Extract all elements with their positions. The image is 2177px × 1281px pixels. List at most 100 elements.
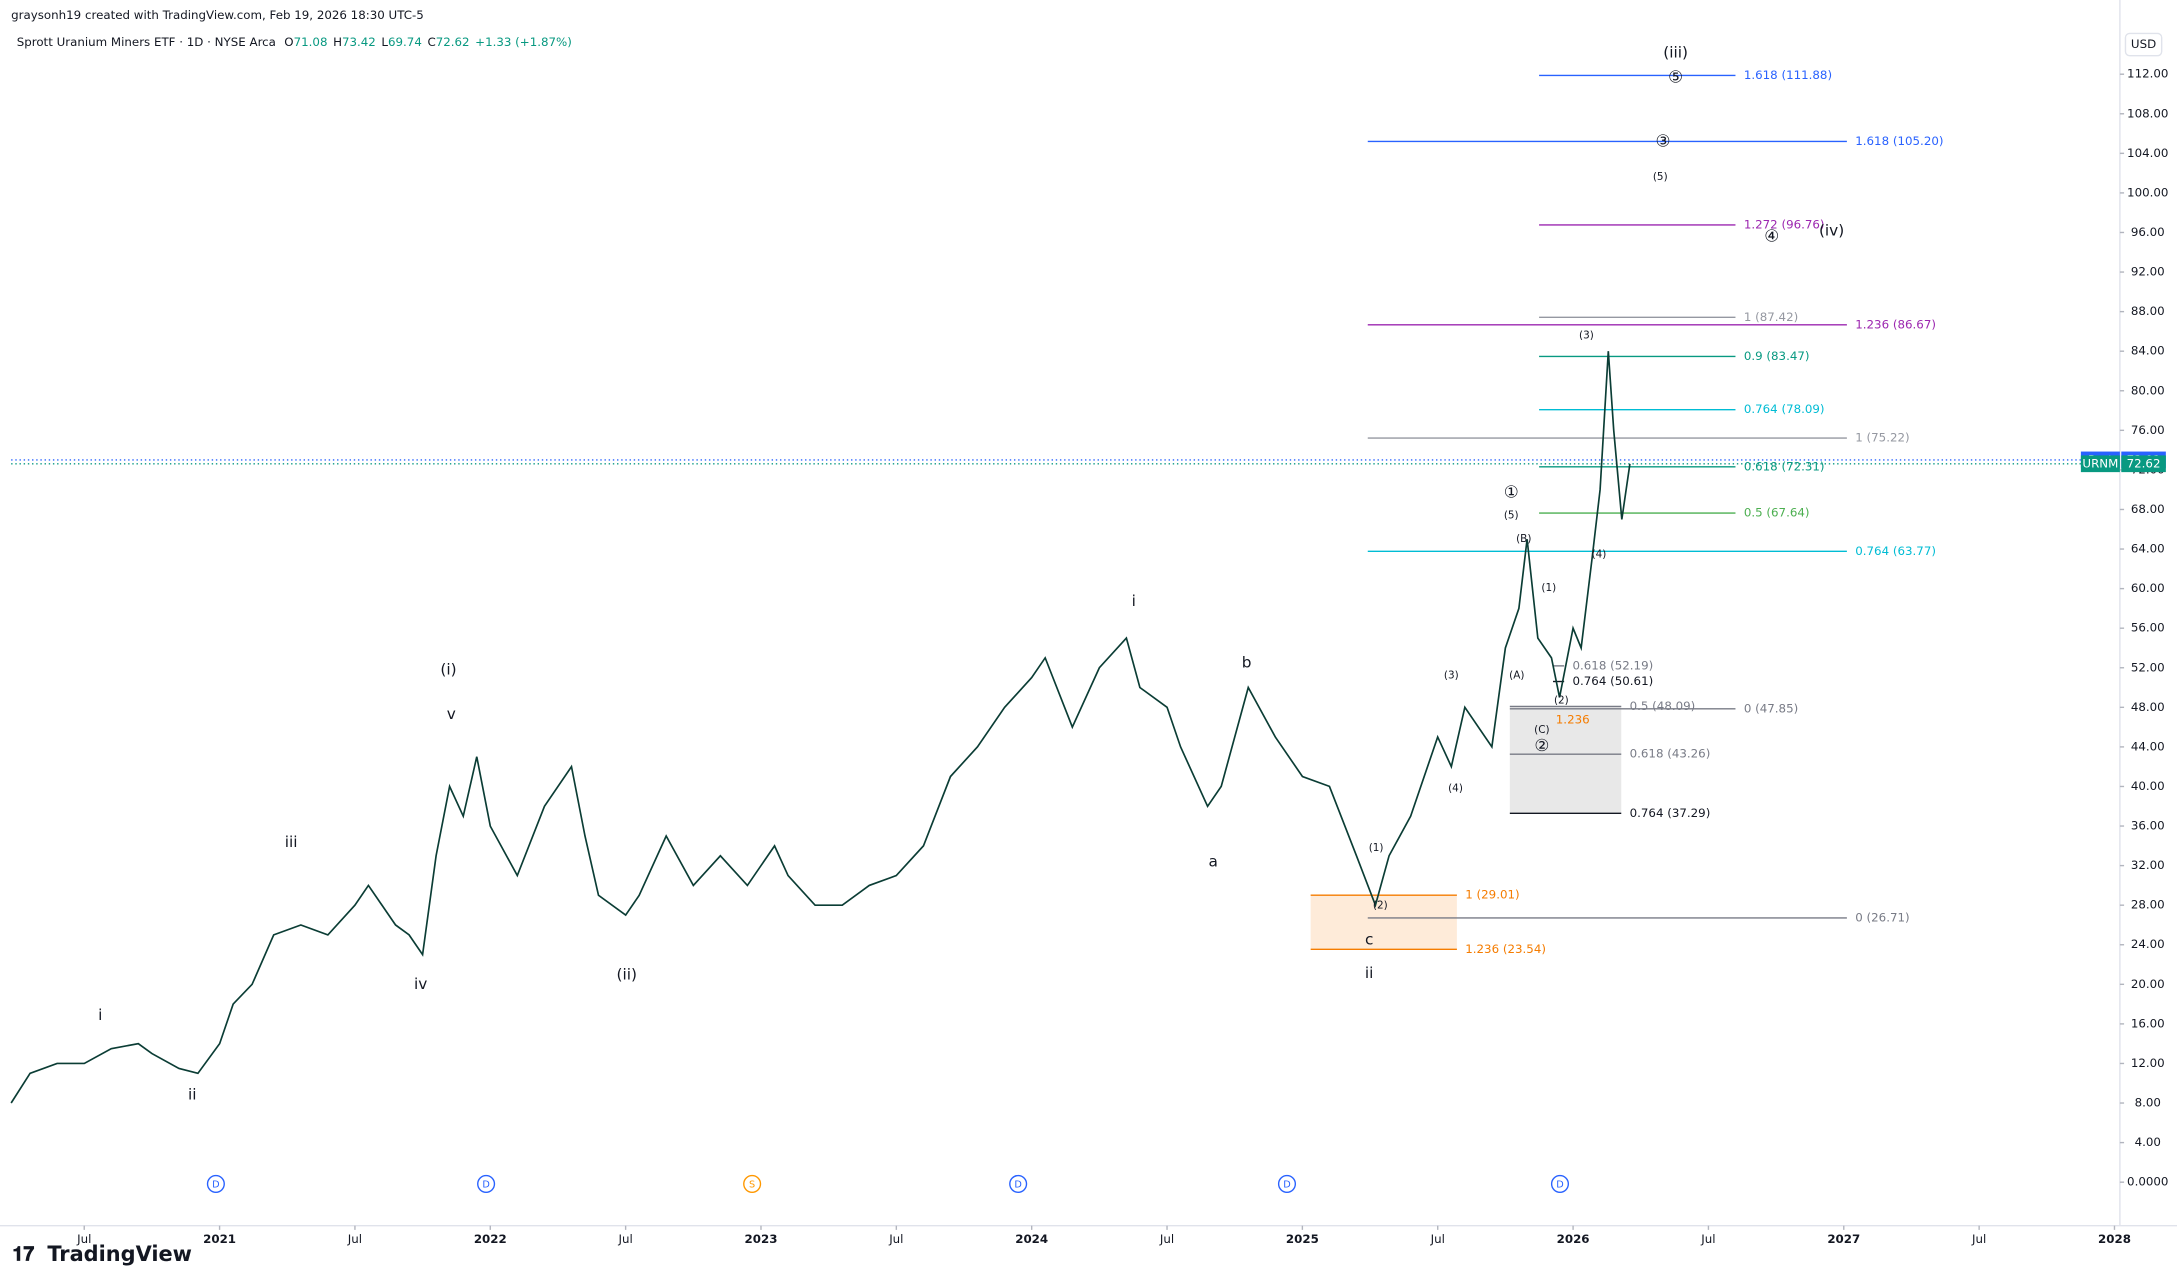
y-tick-label: 96.00	[2131, 225, 2165, 239]
fib-label: 1.272 (96.76)	[1744, 217, 1825, 231]
y-tick-label: 88.00	[2131, 304, 2165, 318]
wave-label: (iii)	[1663, 43, 1688, 61]
event-marker[interactable]	[477, 1174, 496, 1193]
wave-label: a	[1208, 853, 1217, 871]
y-tick-label: 56.00	[2131, 621, 2165, 635]
ohlc-label: L	[381, 34, 388, 48]
wave-label: i	[98, 1006, 102, 1024]
fib-label: 0.618 (72.31)	[1744, 459, 1825, 473]
wave-label: ii	[188, 1085, 197, 1103]
x-tick-label: Jul	[347, 1232, 362, 1246]
fib-label: 1 (87.42)	[1744, 310, 1798, 324]
x-tick-label: 2023	[745, 1232, 778, 1246]
fib-label: 0.9 (83.47)	[1744, 349, 1810, 363]
x-tick-label: 2025	[1286, 1232, 1319, 1246]
x-tick-label: Jul	[1430, 1232, 1445, 1246]
y-tick-label: 16.00	[2131, 1016, 2165, 1030]
x-tick-label: Jul	[1159, 1232, 1174, 1246]
y-tick-label: 84.00	[2131, 344, 2165, 358]
event-label[interactable]: D	[1283, 1180, 1291, 1191]
wave-label: ①	[1504, 482, 1519, 502]
fib-label: 0 (47.85)	[1744, 701, 1798, 715]
price-tag-name-bg	[2080, 455, 2120, 473]
symbol: Sprott Uranium Miners ETF · 1D · NYSE Ar…	[17, 34, 276, 48]
wave-label: (2)	[1373, 899, 1388, 911]
y-tick-label: 32.00	[2131, 858, 2165, 872]
y-tick-label: 0.0000	[2127, 1175, 2168, 1189]
wave-label: ⑤	[1668, 67, 1683, 87]
wave-label: ③	[1656, 131, 1671, 151]
fib-label: 0.5 (67.64)	[1744, 506, 1810, 520]
x-tick-label: Jul	[1971, 1232, 1986, 1246]
wave-label: (A)	[1509, 670, 1524, 682]
fib-label: 0.618 (43.26)	[1630, 747, 1711, 761]
event-marker[interactable]	[206, 1174, 225, 1193]
currency[interactable]: USD	[2131, 37, 2156, 51]
event-marker[interactable]	[1009, 1174, 1028, 1193]
wave-label: (5)	[1504, 509, 1519, 521]
wave-label: v	[447, 705, 456, 723]
wave-label: (B)	[1516, 533, 1531, 545]
event-label[interactable]: D	[482, 1180, 490, 1191]
wave-label: (2)	[1554, 695, 1569, 707]
y-tick-label: 28.00	[2131, 898, 2165, 912]
author-line: graysonh19 created with TradingView.com,…	[11, 8, 424, 22]
y-tick-label: 52.00	[2131, 660, 2165, 674]
ohlc-label: H	[333, 34, 342, 48]
price-tag-value: 72.62	[2127, 456, 2161, 470]
wave-label: (C)	[1534, 724, 1549, 736]
fib-label: 0.764 (78.09)	[1744, 402, 1825, 416]
x-tick-label: 2022	[474, 1232, 507, 1246]
x-tick-label: Jul	[617, 1232, 632, 1246]
retrace-box	[1509, 706, 1622, 814]
wave-label: ④	[1764, 225, 1779, 245]
y-tick-label: 104.00	[2127, 146, 2168, 160]
ohlc-label: C	[427, 34, 435, 48]
change: +1.33 (+1.87%)	[475, 34, 572, 48]
fib-label: 1.618 (111.88)	[1744, 68, 1832, 82]
ohlc-label: O	[284, 34, 293, 48]
wave-label: b	[1242, 653, 1252, 671]
event-label[interactable]: S	[749, 1180, 755, 1191]
event-label[interactable]: D	[1556, 1180, 1563, 1191]
x-tick-label: 2024	[1015, 1232, 1048, 1246]
y-tick-label: 24.00	[2131, 937, 2165, 951]
fib-label: 0.618 (52.19)	[1573, 658, 1654, 672]
y-tick-label: 60.00	[2131, 581, 2165, 595]
fib-label: 0.764 (37.29)	[1630, 806, 1711, 820]
y-tick-label: 80.00	[2131, 383, 2165, 397]
event-marker[interactable]	[1277, 1174, 1297, 1193]
y-tick-label: 92.00	[2131, 265, 2165, 279]
wave-label: (3)	[1579, 330, 1594, 342]
y-tick-label: 40.00	[2131, 779, 2165, 793]
wave-label: (1)	[1541, 582, 1556, 594]
x-tick-label: 2026	[1557, 1232, 1590, 1246]
event-marker[interactable]	[1550, 1174, 1570, 1193]
wave-label: c	[1365, 931, 1373, 949]
y-tick-label: 64.00	[2131, 542, 2165, 556]
wave-label: iv	[414, 975, 427, 993]
event-label[interactable]: D	[1014, 1180, 1022, 1191]
event-marker[interactable]	[743, 1174, 762, 1193]
annotation: 1.236	[1556, 713, 1590, 727]
wave-label: ②	[1534, 735, 1549, 755]
symbol-line: Sprott Uranium Miners ETF · 1D · NYSE Ar…	[17, 34, 572, 48]
y-tick-label: 108.00	[2127, 106, 2168, 120]
x-tick-label: Jul	[888, 1232, 903, 1246]
y-tick-label: 8.00	[2135, 1096, 2161, 1110]
ohlc-value: 72.62	[436, 34, 470, 48]
wave-label: (ii)	[617, 965, 637, 983]
currency-box[interactable]	[2124, 32, 2163, 57]
wave-label: (1)	[1369, 842, 1384, 854]
event-label[interactable]: D	[212, 1180, 220, 1191]
wave-label: ii	[1365, 964, 1374, 982]
fib-label: 1 (75.22)	[1855, 431, 1909, 445]
fib-label: 0.764 (63.77)	[1855, 544, 1936, 558]
target-box	[1310, 895, 1457, 950]
ohlc-value: 73.42	[342, 34, 376, 48]
fib-label: 0 (26.71)	[1855, 910, 1909, 924]
x-tick-label: Jul	[76, 1232, 91, 1246]
y-tick-label: 76.00	[2131, 423, 2165, 437]
